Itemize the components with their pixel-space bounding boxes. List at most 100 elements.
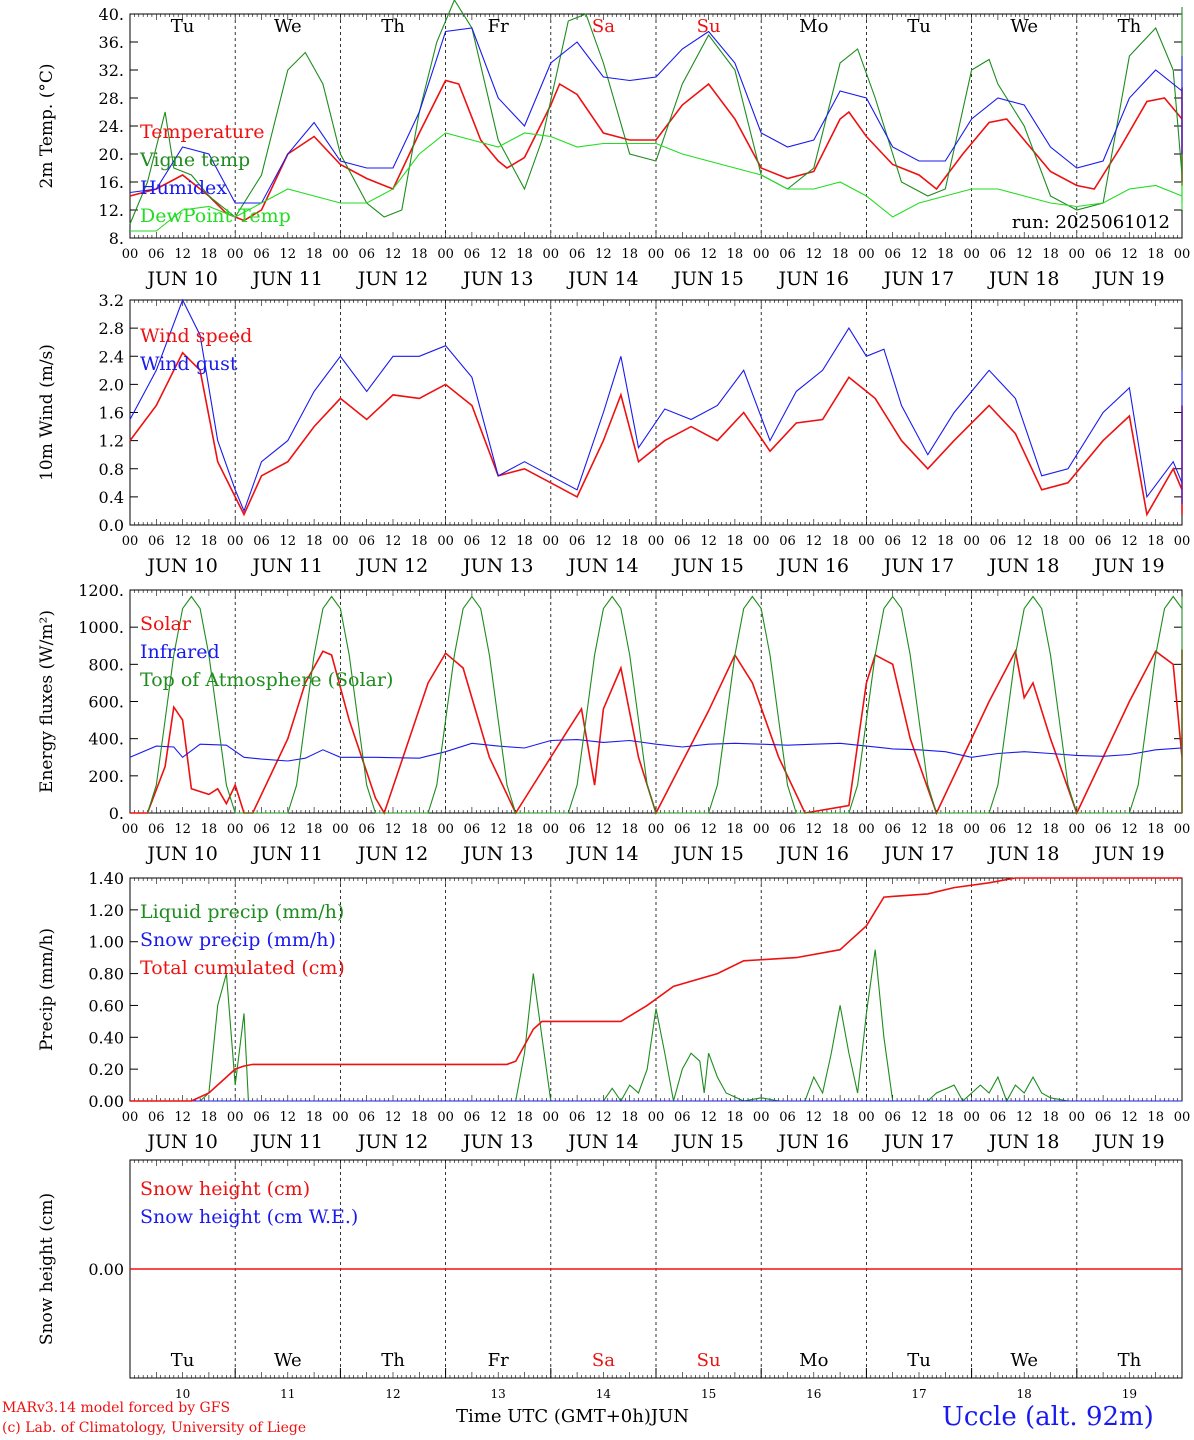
- precip-y-tick-label: 1.20: [88, 901, 124, 920]
- precip-date-label: JUN 12: [356, 1131, 428, 1153]
- temp-legend-temperature: Temperature: [140, 121, 264, 143]
- wind-hour-label: 18: [727, 534, 744, 549]
- energy-hour-label: 18: [306, 822, 323, 837]
- precip-hour-label: 06: [569, 1110, 586, 1125]
- precip-hour-label: 00: [963, 1110, 980, 1125]
- wind-hour-label: 18: [621, 534, 638, 549]
- day-abbr-bottom: Su: [697, 1350, 721, 1371]
- wind-y-tick-label: 2.0: [99, 375, 124, 394]
- precip-y-tick-label: 0.80: [88, 965, 124, 984]
- temp-hour-label: 00: [1069, 247, 1086, 262]
- precip-hour-label: 18: [411, 1110, 428, 1125]
- day-number-label: 17: [911, 1387, 926, 1401]
- precip-hour-label: 12: [385, 1110, 402, 1125]
- precip-hour-label: 18: [306, 1110, 323, 1125]
- energy-y-tick-label: 800.: [88, 655, 124, 674]
- wind-y-tick-label: 0.0: [99, 516, 124, 535]
- wind-hour-label: 06: [569, 534, 586, 549]
- temp-hour-label: 00: [753, 247, 770, 262]
- energy-legend-infrared: Infrared: [140, 641, 220, 663]
- temp-hour-label: 06: [569, 247, 586, 262]
- temp-hour-label: 00: [1174, 247, 1191, 262]
- energy-hour-label: 06: [674, 822, 691, 837]
- precip-series-total-cumulated-cm-: [130, 877, 1182, 1102]
- energy-hour-label: 12: [174, 822, 191, 837]
- energy-date-label: JUN 19: [1092, 843, 1164, 865]
- wind-hour-label: 00: [858, 534, 875, 549]
- month-label: JUN: [650, 1406, 690, 1427]
- wind-hour-label: 06: [253, 534, 270, 549]
- energy-hour-label: 00: [648, 822, 665, 837]
- energy-hour-label: 00: [227, 822, 244, 837]
- temp-date-label: JUN 17: [882, 268, 954, 290]
- energy-hour-label: 12: [1121, 822, 1138, 837]
- energy-legend-top-of-atmosphere-solar-: Top of Atmosphere (Solar): [140, 669, 393, 691]
- day-number-label: 15: [701, 1387, 716, 1401]
- energy-date-label: JUN 14: [566, 843, 638, 865]
- energy-hour-label: 12: [595, 822, 612, 837]
- energy-hour-label: 00: [437, 822, 454, 837]
- temp-hour-label: 06: [464, 247, 481, 262]
- energy-series-top-of-atmosphere-solar-: [146, 595, 1183, 814]
- wind-hour-label: 12: [911, 534, 928, 549]
- wind-hour-label: 00: [1069, 534, 1086, 549]
- day-number-label: 10: [175, 1387, 190, 1401]
- temp-y-tick-label: 12.: [99, 201, 124, 220]
- energy-hour-label: 06: [464, 822, 481, 837]
- wind-hour-label: 00: [963, 534, 980, 549]
- wind-hour-label: 06: [990, 534, 1007, 549]
- snow-legend-snow-height-cm-: Snow height (cm): [140, 1178, 310, 1200]
- energy-y-tick-label: 1200.: [78, 581, 124, 600]
- day-abbr-bottom: Fr: [488, 1350, 509, 1371]
- precip-y-tick-label: 1.00: [88, 933, 124, 952]
- day-number-label: 14: [596, 1387, 612, 1401]
- temp-hour-label: 18: [727, 247, 744, 262]
- wind-hour-label: 18: [411, 534, 428, 549]
- precip-y-tick-label: 1.40: [88, 869, 124, 888]
- wind-date-label: JUN 15: [671, 555, 743, 577]
- day-abbr-top: We: [274, 16, 302, 37]
- precip-hour-label: 18: [201, 1110, 218, 1125]
- precip-y-tick-label: 0.20: [88, 1060, 124, 1079]
- day-abbr-bottom: Tu: [907, 1350, 931, 1371]
- energy-hour-label: 12: [490, 822, 507, 837]
- energy-date-label: JUN 15: [671, 843, 743, 865]
- day-abbr-top: Th: [1118, 16, 1142, 37]
- precip-hour-label: 00: [122, 1110, 139, 1125]
- temp-hour-label: 00: [858, 247, 875, 262]
- day-number-label: 18: [1017, 1387, 1032, 1401]
- temp-hour-label: 06: [779, 247, 796, 262]
- temp-y-tick-label: 16.: [99, 173, 124, 192]
- day-abbr-top: Tu: [907, 16, 931, 37]
- temp-hour-label: 00: [227, 247, 244, 262]
- wind-hour-label: 00: [437, 534, 454, 549]
- precip-hour-label: 06: [253, 1110, 270, 1125]
- temp-hour-label: 06: [674, 247, 691, 262]
- wind-frame: [129, 299, 1183, 526]
- temp-legend-dewpoint-temp: DewPoint Temp: [140, 205, 291, 227]
- wind-date-label: JUN 17: [882, 555, 954, 577]
- temp-series-temperature: [129, 79, 1183, 222]
- model-credit-line: MARv3.14 model forced by GFS: [2, 1400, 231, 1416]
- precip-hour-label: 12: [700, 1110, 717, 1125]
- day-abbr-bottom: Sa: [592, 1350, 615, 1371]
- precip-hour-label: 00: [648, 1110, 665, 1125]
- precip-hour-label: 06: [884, 1110, 901, 1125]
- temp-hour-label: 18: [516, 247, 533, 262]
- precip-hour-label: 18: [727, 1110, 744, 1125]
- wind-hour-label: 18: [306, 534, 323, 549]
- temp-hour-label: 06: [1095, 247, 1112, 262]
- wind-series-wind-gust: [129, 298, 1183, 513]
- wind-hour-label: 00: [753, 534, 770, 549]
- wind-hour-label: 06: [148, 534, 165, 549]
- day-abbr-top: Fr: [488, 16, 509, 37]
- energy-hour-label: 06: [779, 822, 796, 837]
- wind-y-tick-label: 0.4: [99, 488, 124, 507]
- precip-hour-label: 12: [1121, 1110, 1138, 1125]
- wind-date-label: JUN 12: [356, 555, 428, 577]
- wind-hour-label: 18: [1042, 534, 1059, 549]
- temp-legend-vigne-temp: Vigne temp: [139, 149, 250, 171]
- energy-hour-label: 12: [700, 822, 717, 837]
- precip-hour-label: 18: [516, 1110, 533, 1125]
